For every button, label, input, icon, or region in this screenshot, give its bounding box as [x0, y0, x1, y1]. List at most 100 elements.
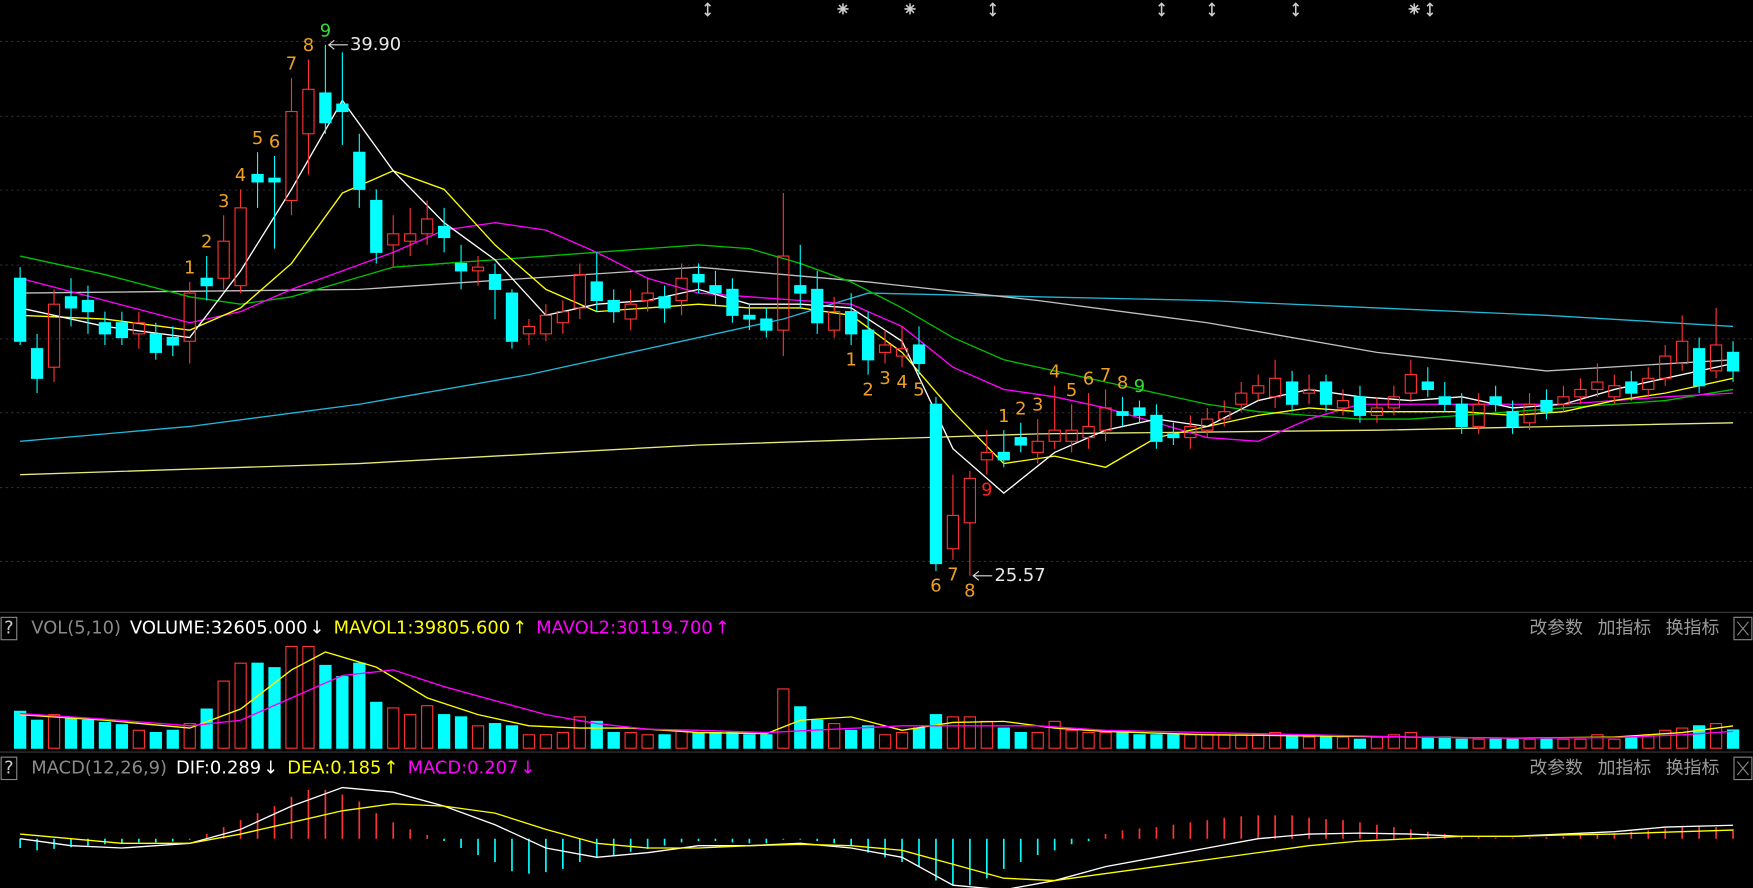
volume-header: ? VOL(5,10) VOLUME:32605.000 ↓ MAVOL1:39805.…	[0, 616, 1753, 641]
help-text[interactable]: ?	[4, 757, 13, 778]
readout-value: MAVOL2:30119.700	[536, 618, 712, 639]
readout-arrow: ↑	[384, 757, 399, 778]
volume-bar	[166, 729, 179, 749]
event-icon	[1408, 3, 1420, 15]
candle-body	[760, 318, 773, 331]
volume-bar	[1726, 729, 1740, 749]
candle-body	[1642, 377, 1655, 390]
toolbar-button[interactable]: 改参数	[1529, 757, 1583, 778]
volume-bar	[1557, 738, 1570, 749]
candle-body	[149, 333, 162, 353]
volume-bar	[149, 731, 162, 749]
volume-bar	[370, 701, 383, 749]
candle-body	[828, 311, 841, 331]
volume-bar	[1709, 723, 1723, 749]
td-count: 7	[286, 54, 297, 75]
indicator-readout: MACD(12,26,9) DIF:0.289 ↓ DEA:0.185 ↑ MACD:0.…	[31, 757, 535, 778]
td-count: 2	[1015, 398, 1026, 419]
volume-bar	[912, 727, 926, 749]
candle-body	[1709, 344, 1723, 372]
candle-body	[217, 240, 230, 279]
td-count: 5	[913, 379, 924, 400]
td-count: 6	[269, 132, 280, 153]
volume-bar	[387, 707, 400, 749]
candle-body	[658, 296, 671, 309]
td-count: 6	[1083, 369, 1094, 390]
close-button[interactable]	[1733, 756, 1753, 781]
volume-bar	[1676, 727, 1689, 749]
candle-body	[1082, 425, 1095, 439]
event-icon	[1426, 2, 1434, 17]
volume-bar	[1506, 738, 1519, 749]
volume-bar	[590, 720, 603, 749]
candle-body	[1523, 403, 1536, 424]
readout-arrow: ↑	[715, 618, 730, 639]
candle-body	[946, 514, 960, 550]
candle-body	[30, 348, 44, 379]
candle-body	[641, 292, 654, 302]
volume-bar	[573, 716, 586, 749]
volume-bar	[1319, 736, 1333, 749]
candle-body	[556, 311, 569, 324]
toolbar-button[interactable]: 换指标	[1666, 757, 1720, 778]
macd-header: ? MACD(12,26,9) DIF:0.289 ↓ DEA:0.185 ↑ MACD:0…	[0, 756, 1753, 781]
help-button[interactable]	[0, 756, 18, 781]
candle-body	[1591, 381, 1604, 390]
close-button[interactable]	[1733, 616, 1753, 641]
volume-bar	[1540, 738, 1553, 749]
volume-bar	[556, 731, 569, 749]
indicator-line	[20, 422, 1734, 476]
toolbar-button[interactable]: 改参数	[1529, 618, 1583, 639]
candle-body	[590, 281, 603, 302]
readout-arrow: ↑	[512, 618, 527, 639]
candle-body	[522, 325, 536, 335]
candle-body	[1201, 418, 1214, 431]
toolbar-button[interactable]: 加指标	[1598, 757, 1652, 778]
candle-body	[539, 314, 553, 335]
candle-body	[404, 233, 417, 242]
volume-bar	[183, 723, 196, 749]
indicator-line	[20, 786, 1734, 888]
candle-body	[81, 299, 95, 313]
volume-bar	[946, 716, 960, 749]
volume-bar	[30, 719, 44, 749]
volume-bar	[404, 714, 417, 749]
candle-body	[1557, 396, 1570, 405]
candle-body	[1302, 388, 1316, 394]
td-count: 2	[862, 379, 873, 400]
candle-body	[1455, 403, 1468, 428]
volume-bar	[1404, 731, 1417, 749]
candle-body	[1133, 407, 1146, 416]
candle-body	[1319, 381, 1333, 405]
volume-bar	[319, 664, 332, 749]
volume-bar	[1523, 738, 1536, 749]
volume-bar	[285, 645, 298, 749]
help-button[interactable]	[0, 616, 18, 641]
candle-body	[1506, 411, 1519, 428]
extreme-label: 39.90	[350, 34, 401, 55]
candle-body	[1387, 396, 1401, 409]
candle-body	[234, 207, 247, 287]
candle-body	[47, 303, 61, 368]
candle-body	[471, 266, 485, 272]
candle-body	[777, 255, 790, 331]
candle-body	[1252, 385, 1265, 394]
volume-bar	[115, 724, 129, 749]
candle-body	[1116, 411, 1129, 416]
toolbar-button[interactable]: 加指标	[1598, 618, 1652, 639]
volume-bar	[251, 662, 264, 749]
candle-body	[861, 329, 875, 361]
volume-bar	[692, 731, 705, 749]
td-count: 8	[1117, 372, 1128, 393]
candle-body	[200, 277, 213, 287]
toolbar-button[interactable]: 换指标	[1666, 618, 1720, 639]
volume-bar	[1692, 725, 1706, 749]
candle-body	[1150, 414, 1163, 442]
volume-bar	[1285, 734, 1299, 749]
event-icon	[704, 2, 712, 17]
td-count: 1	[998, 406, 1009, 427]
macd-panel	[19, 786, 1734, 888]
help-text[interactable]: ?	[4, 618, 13, 639]
volume-bar	[828, 723, 841, 749]
